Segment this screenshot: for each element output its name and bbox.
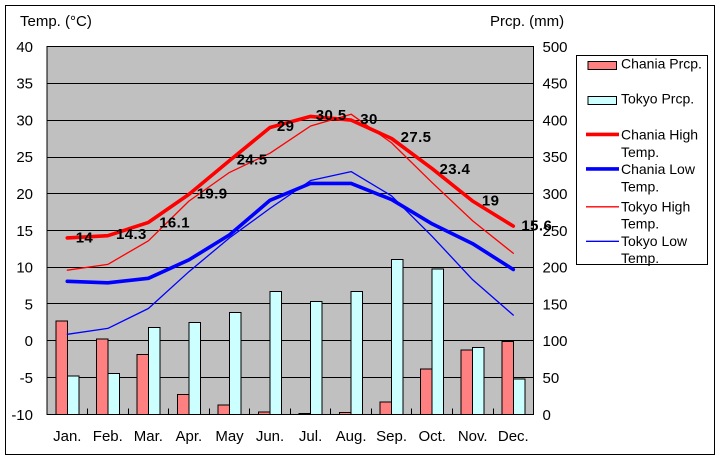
svg-text:Temp.: Temp. [621,250,659,266]
svg-text:350: 350 [543,149,568,166]
svg-text:Apr.: Apr. [176,428,203,445]
svg-text:Feb.: Feb. [93,428,123,445]
svg-text:Temp. (°C): Temp. (°C) [20,13,92,30]
svg-text:20: 20 [16,186,33,203]
svg-text:25: 25 [16,149,33,166]
svg-text:Temp.: Temp. [621,216,659,232]
svg-text:24.5: 24.5 [237,151,268,168]
svg-text:200: 200 [543,260,568,277]
svg-text:300: 300 [543,186,568,203]
svg-text:Mar.: Mar. [134,428,163,445]
svg-text:Jan.: Jan. [53,428,81,445]
svg-text:Chania High: Chania High [621,127,698,143]
svg-text:27.5: 27.5 [401,129,432,146]
svg-text:Prcp. (mm): Prcp. (mm) [490,13,564,30]
svg-text:30: 30 [16,112,33,129]
svg-text:Dec.: Dec. [498,428,529,445]
svg-text:50: 50 [543,370,560,387]
svg-text:150: 150 [543,296,568,313]
svg-text:15: 15 [16,223,33,240]
svg-text:40: 40 [16,39,33,56]
svg-text:500: 500 [543,39,568,56]
svg-text:5: 5 [25,296,33,313]
svg-text:10: 10 [16,260,33,277]
svg-text:Sep.: Sep. [376,428,407,445]
svg-text:0: 0 [25,333,33,350]
svg-text:14: 14 [76,230,94,247]
svg-text:Nov.: Nov. [458,428,488,445]
svg-text:30.5: 30.5 [316,107,347,124]
svg-text:29: 29 [277,118,295,135]
svg-text:19: 19 [482,192,500,209]
svg-text:Aug.: Aug. [336,428,367,445]
svg-text:Tokyo High: Tokyo High [621,198,690,214]
svg-text:Chania Low: Chania Low [621,161,696,177]
svg-text:Jun.: Jun. [256,428,284,445]
svg-text:250: 250 [543,223,568,240]
svg-text:Temp.: Temp. [621,178,659,194]
svg-text:19.9: 19.9 [197,186,228,203]
svg-text:30: 30 [360,111,378,128]
svg-text:450: 450 [543,76,568,93]
svg-text:Temp.: Temp. [621,144,659,160]
svg-text:Jul.: Jul. [299,428,322,445]
svg-text:16.1: 16.1 [159,215,190,232]
svg-text:Tokyo Low: Tokyo Low [621,233,688,249]
svg-text:-10: -10 [11,407,33,424]
svg-text:100: 100 [543,333,568,350]
svg-text:23.4: 23.4 [440,161,471,178]
svg-text:400: 400 [543,112,568,129]
svg-text:Tokyo Prcp.: Tokyo Prcp. [621,91,694,107]
svg-text:15.6: 15.6 [521,218,552,235]
svg-text:May: May [215,428,244,445]
svg-text:35: 35 [16,76,33,93]
svg-text:14.3: 14.3 [116,226,147,243]
svg-text:-5: -5 [20,370,33,387]
svg-text:Chania Prcp.: Chania Prcp. [621,56,702,72]
svg-text:0: 0 [543,407,551,424]
svg-text:Oct.: Oct. [418,428,446,445]
